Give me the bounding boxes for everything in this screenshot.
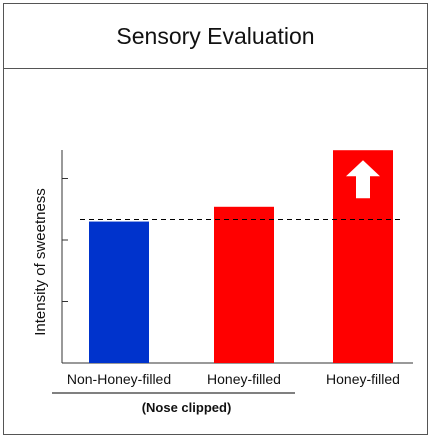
bar-0 <box>89 221 149 363</box>
y-axis-label: Intensity of sweetness <box>32 188 49 336</box>
bar-1 <box>214 206 274 363</box>
chart-title: Sensory Evaluation <box>116 22 315 49</box>
x-tick-label-1: Honey-filled <box>207 371 281 387</box>
group-label: (Nose clipped) <box>142 400 232 415</box>
x-tick-label-2: Honey-filled <box>326 371 400 387</box>
title-bar: Sensory Evaluation <box>4 4 427 69</box>
up-arrow-icon <box>346 160 380 199</box>
chart-frame: Sensory Evaluation <box>3 3 428 435</box>
x-tick-label-0: Non-Honey-filled <box>67 371 171 387</box>
